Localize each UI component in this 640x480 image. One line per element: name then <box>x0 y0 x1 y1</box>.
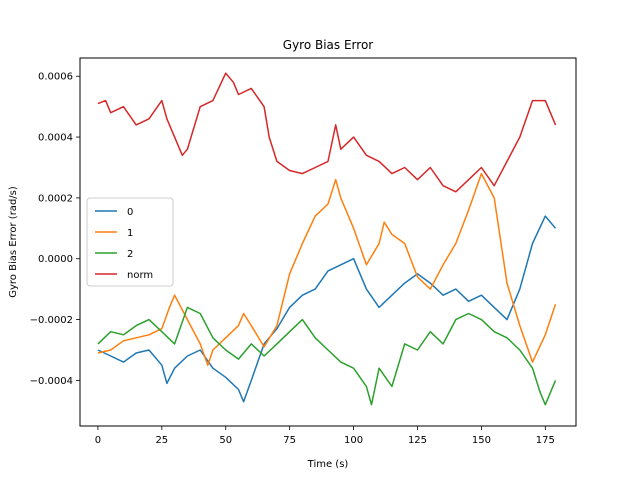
series-line-0 <box>97 215 557 403</box>
x-tick-label: 75 <box>283 435 296 446</box>
y-tick-label: 0.0000 <box>38 254 73 265</box>
legend-label-1: 1 <box>127 228 133 239</box>
x-tick-label: 0 <box>95 435 101 446</box>
series-line-2 <box>97 306 557 406</box>
y-tick-label: −0.0002 <box>30 315 73 326</box>
legend-box <box>86 197 174 287</box>
y-tick-label: −0.0004 <box>30 376 73 387</box>
x-tick-label: 175 <box>536 435 555 446</box>
x-tick-label: 100 <box>344 435 363 446</box>
y-tick-label: 0.0002 <box>38 193 73 204</box>
x-tick-label: 125 <box>408 435 427 446</box>
series-layer <box>97 72 557 406</box>
x-axis: 0 25 50 75 100 125 150 175 <box>95 426 555 446</box>
legend-label-0: 0 <box>127 207 133 218</box>
chart-title: Gyro Bias Error <box>283 38 374 52</box>
series-line-norm <box>97 72 557 193</box>
x-axis-label: Time (s) <box>307 459 349 470</box>
y-tick-label: 0.0004 <box>38 133 73 144</box>
x-tick-label: 50 <box>219 435 232 446</box>
legend: 0 1 2 norm <box>86 197 174 287</box>
x-tick-label: 150 <box>472 435 491 446</box>
y-axis-label: Gyro Bias Error (rad/s) <box>8 186 19 298</box>
plot-frame <box>79 57 577 427</box>
x-tick-label: 25 <box>155 435 168 446</box>
legend-label-norm: norm <box>127 270 153 281</box>
series-line-1 <box>97 172 557 366</box>
y-tick-label: 0.0006 <box>38 72 73 83</box>
y-axis: −0.0004 −0.0002 0.0000 0.0002 0.0004 0.0006 <box>30 72 80 387</box>
legend-label-2: 2 <box>127 249 133 260</box>
